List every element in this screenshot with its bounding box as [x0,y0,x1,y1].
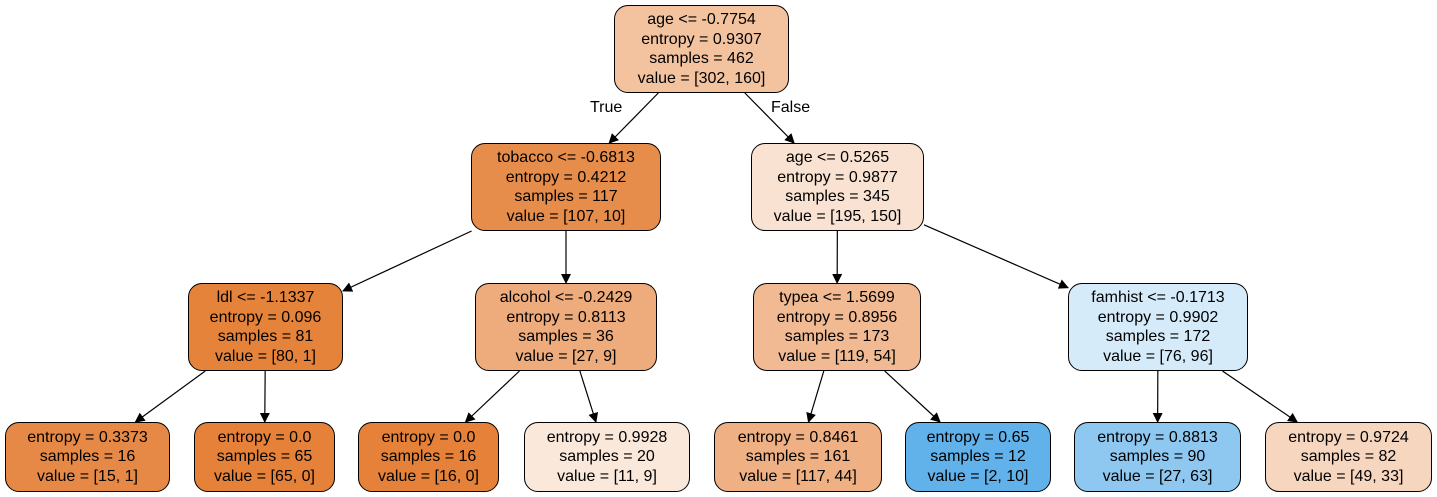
node-value: value = [2, 10] [927,467,1029,485]
node-split: tobacco <= -0.6813 [497,149,635,166]
node-split: famhist <= -0.1713 [1091,289,1225,306]
node-entropy: entropy = 0.8461 [737,428,859,446]
edge-n0-n2 [744,92,795,144]
node-entropy: entropy = 0.3373 [27,428,148,446]
node-split: age <= 0.5265 [785,149,890,166]
node-value: value = [65, 0] [214,467,315,485]
edge-n4-n10 [579,370,599,423]
tree-leaf: entropy = 0.9724 samples = 82 value = [4… [1265,422,1432,492]
tree-leaf: entropy = 0.0 samples = 16 value = [16, … [358,422,499,492]
node-entropy: entropy = 0.0 [381,428,476,446]
node-samples: samples = 173 [784,328,890,345]
node-value: value = [302, 160] [637,69,766,87]
node-samples: samples = 345 [785,188,890,205]
tree-node-root: age <= -0.7754 entropy = 0.9307 samples … [614,5,789,93]
tree-node-famhist: famhist <= -0.1713 entropy = 0.9902 samp… [1068,283,1248,371]
tree-node-alcohol: alcohol <= -0.2429 entropy = 0.8113 samp… [475,283,657,371]
node-entropy: entropy = 0.65 [926,428,1030,446]
node-value: value = [107, 10] [506,207,626,225]
edge-n5-n12 [884,370,941,423]
node-entropy: entropy = 0.096 [209,308,322,326]
node-samples: samples = 36 [518,328,614,345]
tree-node-age-right: age <= 0.5265 entropy = 0.9877 samples =… [751,143,924,231]
node-entropy: entropy = 0.9877 [777,168,898,186]
node-samples: samples = 161 [745,448,851,466]
node-samples: samples = 16 [39,448,136,466]
tree-leaf: entropy = 0.8813 samples = 90 value = [2… [1074,422,1241,492]
node-samples: samples = 20 [559,448,655,466]
node-value: value = [80, 1] [215,347,316,365]
node-split: age <= -0.7754 [647,11,756,28]
node-value: value = [49, 33] [1293,467,1404,485]
node-samples: samples = 90 [1109,448,1206,466]
edge-n5-n11 [806,370,825,423]
node-samples: samples = 462 [649,50,754,67]
node-entropy: entropy = 0.4212 [505,168,627,186]
true-edge-label: True [590,99,623,116]
node-samples: samples = 172 [1105,328,1211,345]
node-value: value = [27, 63] [1102,467,1213,485]
node-samples: samples = 12 [930,448,1026,466]
edge-n3-n7 [134,370,206,423]
node-split: alcohol <= -0.2429 [499,289,633,306]
node-samples: samples = 82 [1300,448,1397,466]
node-split: ldl <= -1.1337 [216,289,315,306]
node-samples: samples = 16 [380,448,477,466]
node-entropy: entropy = 0.9928 [546,428,668,446]
node-value: value = [119, 54] [778,347,896,365]
node-value: value = [195, 150] [773,207,902,225]
edge-n2-n6 [923,224,1069,289]
node-value: value = [16, 0] [378,467,479,485]
node-value: value = [76, 96] [1103,347,1213,365]
tree-leaf: entropy = 0.0 samples = 65 value = [65, … [194,422,335,492]
tree-leaf: entropy = 0.65 samples = 12 value = [2, … [905,422,1051,492]
node-entropy: entropy = 0.9724 [1288,428,1409,446]
node-entropy: entropy = 0.8113 [506,308,626,326]
node-samples: samples = 81 [217,328,314,345]
false-edge-label: False [771,99,811,116]
edge-n1-n3 [342,230,472,292]
edge-n0-n1 [608,92,659,144]
node-value: value = [15, 1] [37,467,138,485]
tree-node-typea: typea <= 1.5699 entropy = 0.8956 samples… [753,283,921,371]
node-value: value = [27, 9] [515,347,617,365]
tree-leaf: entropy = 0.3373 samples = 16 value = [1… [5,422,170,492]
node-samples: samples = 117 [514,188,618,205]
node-entropy: entropy = 0.9307 [641,30,762,48]
node-entropy: entropy = 0.8956 [776,308,898,326]
node-value: value = [11, 9] [557,467,657,485]
node-samples: samples = 65 [216,448,313,466]
node-entropy: entropy = 0.8813 [1097,428,1218,446]
node-value: value = [117, 44] [739,467,857,485]
tree-node-tobacco: tobacco <= -0.6813 entropy = 0.4212 samp… [471,143,661,231]
node-entropy: entropy = 0.9902 [1097,308,1219,326]
node-split: typea <= 1.5699 [779,289,895,306]
edge-n4-n9 [464,370,520,423]
tree-leaf: entropy = 0.9928 samples = 20 value = [1… [524,422,690,492]
node-entropy: entropy = 0.0 [217,428,312,446]
tree-node-ldl: ldl <= -1.1337 entropy = 0.096 samples =… [188,283,343,371]
tree-leaf: entropy = 0.8461 samples = 161 value = [… [714,422,882,492]
edge-n6-n14 [1222,370,1299,423]
